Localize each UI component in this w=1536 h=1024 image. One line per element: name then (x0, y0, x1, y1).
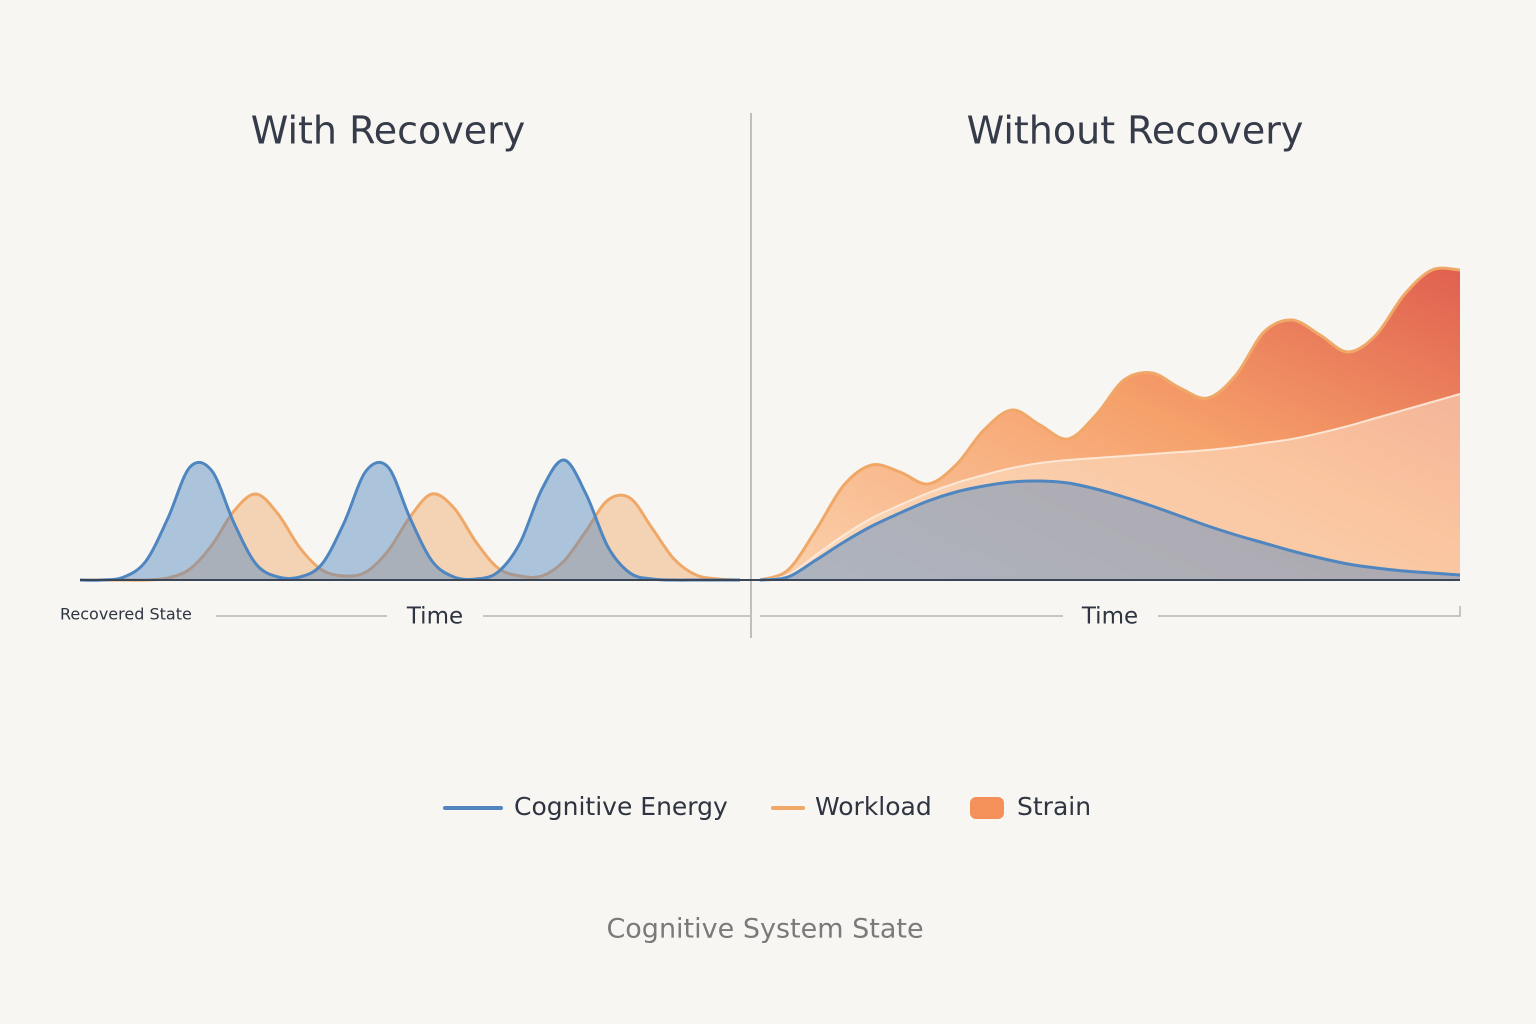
plots (79, 266, 1461, 582)
x-axis-label: Time (406, 604, 463, 630)
legend-swatch (970, 797, 1004, 819)
x-axis-label: Time (1081, 604, 1138, 630)
panel-title: Without Recovery (967, 109, 1304, 153)
legend: Cognitive Energy Workload Strain (443, 792, 1091, 821)
axis-line (1158, 606, 1461, 617)
series-line (759, 266, 1461, 582)
area-fill (80, 493, 740, 581)
caption: Cognitive System State (606, 914, 923, 945)
legend-label: Strain (1017, 792, 1091, 821)
series-line (759, 393, 1461, 581)
series-line (759, 479, 1461, 582)
annotation: Recovered State (60, 605, 192, 624)
legend-label: Cognitive Energy (514, 792, 728, 821)
area-fill (760, 480, 1460, 580)
legend-label: Workload (815, 792, 932, 821)
panel-title: With Recovery (251, 109, 526, 153)
series-line (79, 458, 740, 582)
